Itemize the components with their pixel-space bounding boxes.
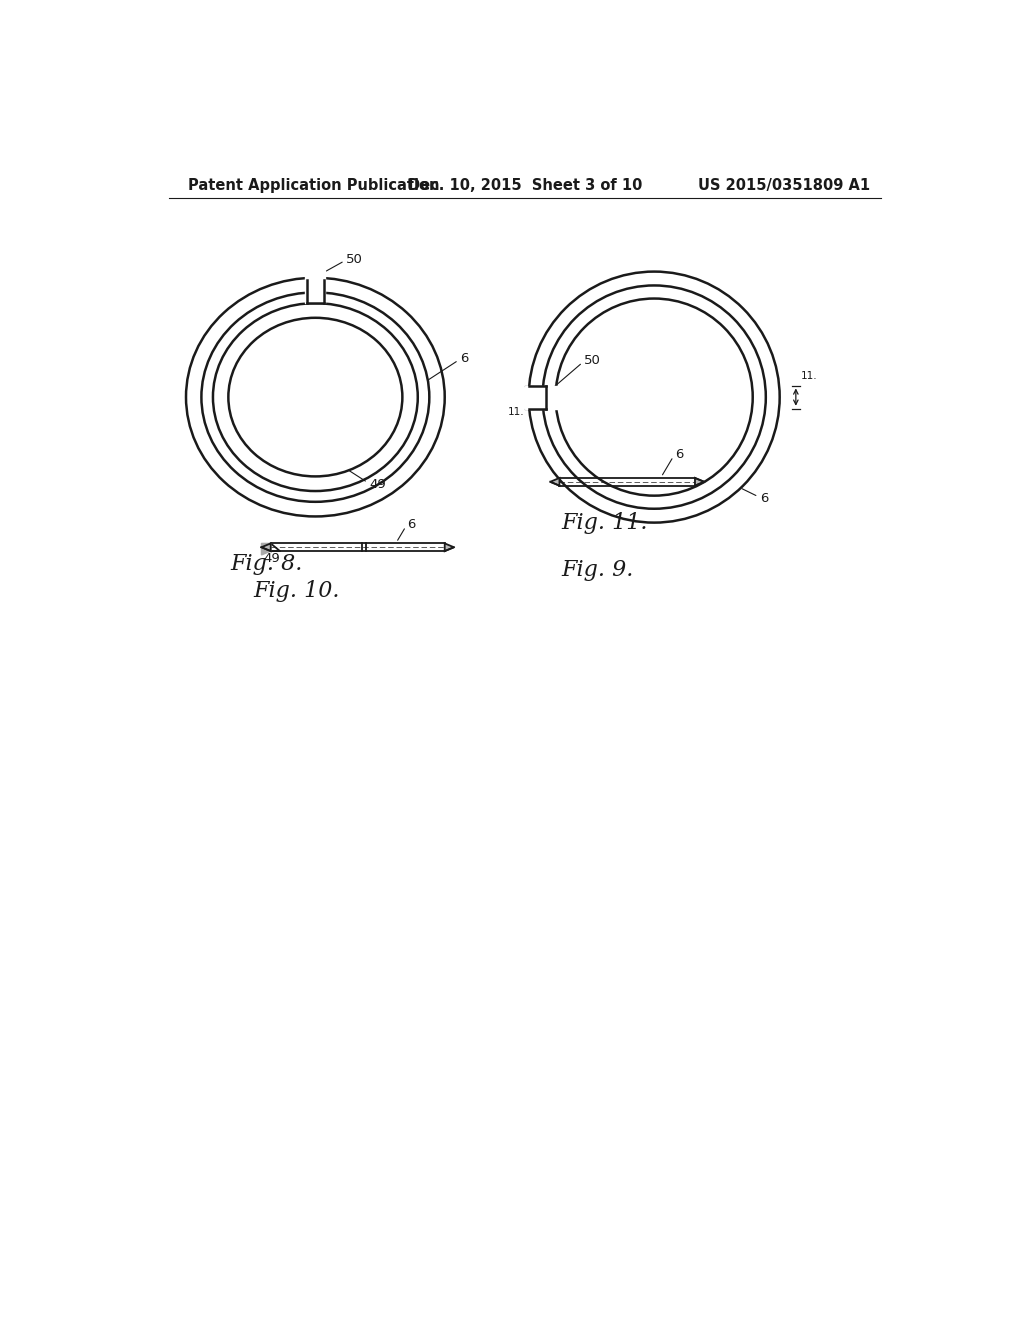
Text: 6: 6	[675, 449, 683, 462]
Text: Fig. 8.: Fig. 8.	[230, 553, 303, 576]
Text: 49: 49	[264, 552, 281, 565]
Text: Dec. 10, 2015  Sheet 3 of 10: Dec. 10, 2015 Sheet 3 of 10	[408, 178, 642, 193]
Polygon shape	[444, 544, 454, 552]
Bar	[524, 385, 567, 409]
Text: US 2015/0351809 A1: US 2015/0351809 A1	[697, 178, 869, 193]
Text: Patent Application Publication: Patent Application Publication	[188, 178, 440, 193]
Text: 11.: 11.	[508, 407, 524, 417]
Text: Fig. 10.: Fig. 10.	[254, 581, 340, 602]
Text: 6: 6	[460, 352, 469, 366]
Bar	[305, 271, 326, 304]
Polygon shape	[550, 478, 559, 486]
Text: 11.: 11.	[801, 371, 817, 381]
Text: Fig. 9.: Fig. 9.	[562, 560, 634, 581]
Text: 50: 50	[346, 252, 364, 265]
Polygon shape	[695, 478, 705, 486]
Polygon shape	[261, 544, 270, 552]
Text: 6: 6	[408, 519, 416, 532]
Polygon shape	[261, 544, 270, 554]
Text: 6: 6	[760, 492, 768, 504]
Text: Fig. 11.: Fig. 11.	[562, 512, 648, 533]
Text: 50: 50	[584, 354, 601, 367]
Text: 49: 49	[370, 478, 386, 491]
